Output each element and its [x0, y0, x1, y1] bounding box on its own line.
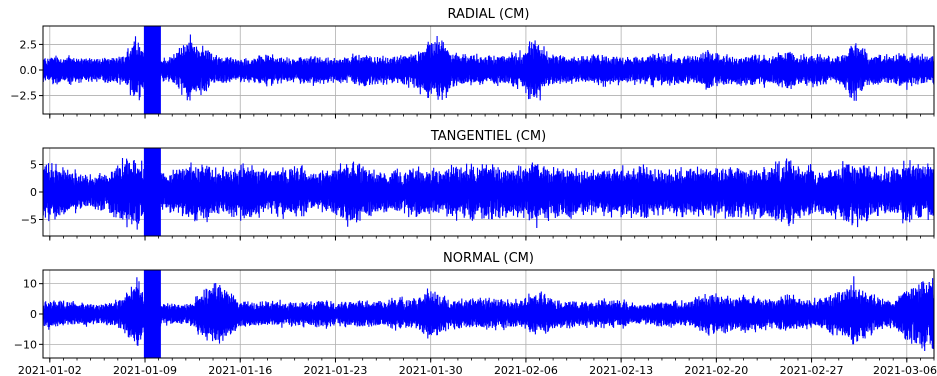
x-tick-label: 2021-01-30: [399, 364, 463, 376]
y-tick-label: 2.5: [20, 38, 38, 51]
panel-title: RADIAL (CM): [448, 7, 530, 22]
y-tick-label: −2.5: [10, 90, 37, 103]
series-line: [43, 157, 934, 230]
panel-title: TANGENTIEL (CM): [430, 129, 546, 144]
y-tick-label: 0: [30, 186, 37, 199]
y-tick-label: 0: [30, 308, 37, 321]
y-tick-label: 5: [30, 159, 37, 172]
x-tick-label: 2021-02-27: [780, 364, 844, 376]
y-tick-label: 0.0: [20, 64, 38, 77]
x-tick-label: 2021-01-09: [113, 364, 177, 376]
x-tick-label: 2021-03-06: [873, 364, 937, 376]
x-tick-label: 2021-01-16: [208, 364, 272, 376]
plot-frame: [42, 269, 935, 359]
panel-title: NORMAL (CM): [443, 251, 534, 266]
plot-frame: [42, 25, 935, 115]
y-tick-label: −5: [21, 214, 37, 227]
y-tick-label: −10: [14, 338, 37, 351]
y-tick-label: 10: [23, 278, 37, 291]
x-tick-labels: 2021-01-02 2021-01-09 2021-01-16 2021-01-23…: [18, 364, 937, 376]
series-line: [43, 276, 934, 352]
x-tick-label: 2021-02-06: [494, 364, 558, 376]
dense-signal-block: [143, 26, 161, 114]
panel-1: RADIAL (CM) −2.5 0.0 2.5: [10, 7, 935, 119]
x-tick-label: 2021-01-02: [18, 364, 82, 376]
dense-signal-block: [143, 270, 161, 358]
panel-2: TANGENTIEL (CM) −5 0 5: [21, 129, 935, 241]
x-tick-label: 2021-02-13: [589, 364, 653, 376]
panel-3: NORMAL (CM) −10 0 10: [14, 251, 935, 363]
dense-signal-block: [143, 148, 161, 236]
series-line: [43, 34, 934, 101]
x-tick-label: 2021-02-20: [684, 364, 748, 376]
plot-frame: [42, 147, 935, 237]
x-tick-label: 2021-01-23: [303, 364, 367, 376]
